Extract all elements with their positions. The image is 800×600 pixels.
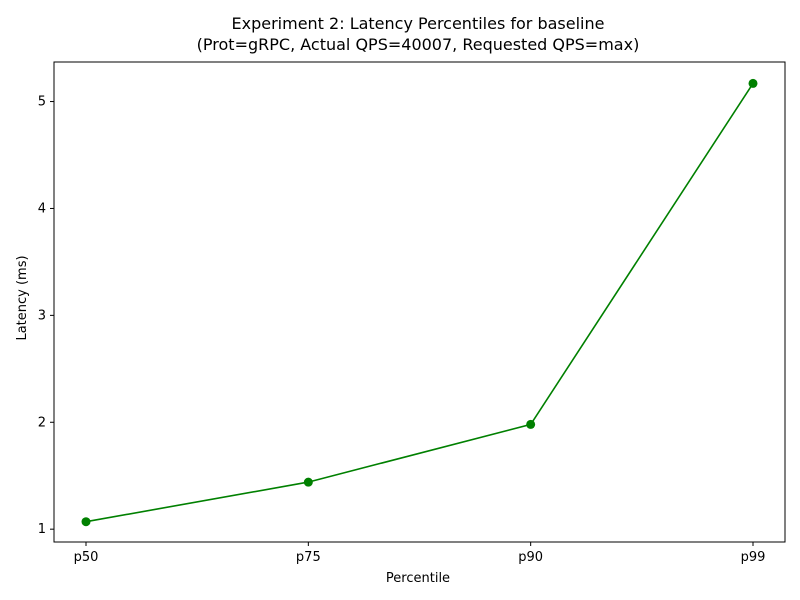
data-point [81, 517, 91, 527]
y-tick-label: 2 [38, 415, 46, 430]
axes-frame [53, 61, 786, 543]
y-tick-label: 4 [38, 201, 46, 216]
data-point [748, 78, 758, 88]
y-tick-label: 5 [38, 95, 46, 110]
y-axis-label: Latency (ms) [15, 255, 30, 340]
y-tick-label: 1 [38, 522, 46, 537]
x-axis-label: Percentile [386, 571, 450, 586]
chart-title-line2: (Prot=gRPC, Actual QPS=40007, Requested … [197, 35, 640, 54]
plot-area: 1 2 3 4 5 p50 p75 p90 p99 [38, 61, 786, 565]
chart-title-line1: Experiment 2: Latency Percentiles for ba… [232, 14, 605, 33]
y-tick-label: 3 [38, 308, 46, 323]
data-point [526, 419, 536, 429]
x-tick-label: p99 [741, 550, 766, 565]
series-line [85, 82, 754, 523]
x-tick-label: p50 [74, 550, 99, 565]
data-point [303, 477, 313, 487]
x-tick-label: p90 [518, 550, 543, 565]
x-tick-label: p75 [296, 550, 321, 565]
